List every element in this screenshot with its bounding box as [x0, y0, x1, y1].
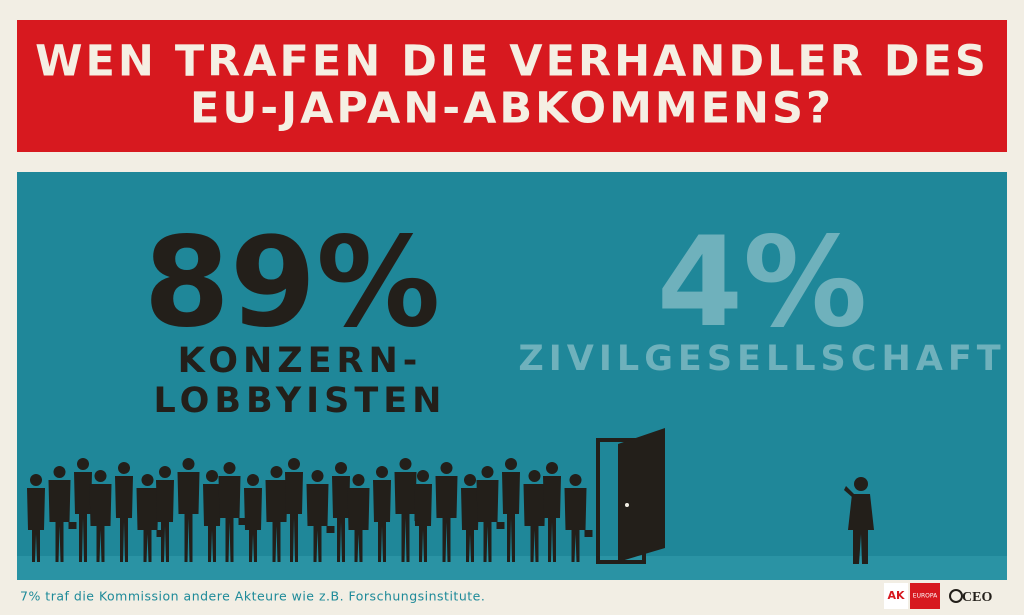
head: [335, 462, 347, 474]
body: [373, 480, 391, 562]
head: [854, 477, 868, 491]
body: [332, 476, 350, 562]
ak-logo: [884, 583, 908, 609]
head: [569, 474, 582, 486]
body: [564, 488, 587, 562]
head: [223, 462, 236, 474]
body: [848, 494, 874, 564]
body: [218, 476, 241, 562]
head: [505, 458, 517, 470]
briefcase: [156, 530, 165, 537]
head: [247, 474, 259, 486]
head: [311, 470, 324, 482]
ceo-logo: CEO: [962, 590, 992, 605]
corporate-label: KONZERN-: [178, 341, 423, 381]
lone-person: [844, 477, 874, 564]
title-line: WEN TRAFEN DIE VERHANDLER DES: [35, 37, 989, 87]
civil-label: ZIVILGESELLSCHAFT: [518, 339, 1005, 379]
civil-figure: 4%: [657, 211, 868, 355]
title-line: EU-JAPAN-ABKOMMENS?: [190, 84, 834, 134]
head: [182, 458, 195, 470]
body: [435, 476, 458, 562]
head: [481, 466, 494, 478]
briefcase: [68, 522, 77, 529]
body: [502, 472, 520, 562]
body: [203, 484, 221, 562]
head: [141, 474, 154, 486]
corporate-label: LOBBYISTEN: [154, 381, 447, 421]
body: [74, 472, 92, 562]
briefcase: [326, 526, 335, 533]
head: [77, 458, 89, 470]
head: [546, 462, 558, 474]
body: [347, 488, 370, 562]
briefcase: [584, 530, 593, 537]
ak-europa-text: EUROPA: [913, 593, 938, 600]
title-banner: [17, 20, 1007, 152]
body: [476, 480, 499, 562]
head: [118, 462, 130, 474]
arm: [844, 486, 854, 497]
body: [523, 484, 546, 562]
footnote: 7% traf die Kommission andere Akteure wi…: [20, 589, 485, 604]
body: [27, 488, 45, 562]
body: [461, 488, 479, 562]
body: [285, 472, 303, 562]
head: [528, 470, 541, 482]
head: [417, 470, 429, 482]
head: [464, 474, 476, 486]
body: [89, 484, 112, 562]
head: [440, 462, 453, 474]
head: [270, 466, 283, 478]
body: [48, 480, 71, 562]
ceo-mark: [949, 589, 963, 603]
body: [543, 476, 561, 562]
ak-europa-logo: [910, 583, 940, 609]
body: [177, 472, 200, 562]
crowd: [27, 458, 593, 562]
head: [399, 458, 412, 470]
head: [352, 474, 365, 486]
body: [306, 484, 329, 562]
body: [414, 484, 432, 562]
door-leaf: [618, 428, 665, 562]
head: [206, 470, 218, 482]
body: [115, 476, 133, 562]
head: [53, 466, 66, 478]
head: [159, 466, 171, 478]
head: [288, 458, 300, 470]
head: [376, 466, 388, 478]
briefcase: [496, 522, 505, 529]
body: [394, 472, 417, 562]
briefcase: [238, 518, 247, 525]
door: [596, 428, 665, 564]
body: [265, 480, 288, 562]
head: [30, 474, 42, 486]
ak-logo-text: AK: [887, 589, 905, 602]
body: [136, 488, 159, 562]
corporate-figure: 89%: [144, 211, 441, 355]
body: [244, 488, 262, 562]
head: [94, 470, 107, 482]
door-knob: [625, 503, 629, 507]
body: [156, 480, 174, 562]
